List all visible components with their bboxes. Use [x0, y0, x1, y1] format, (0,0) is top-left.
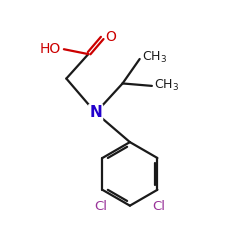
Text: Cl: Cl [95, 200, 108, 213]
Text: HO: HO [40, 42, 61, 56]
Text: N: N [89, 105, 102, 120]
Text: O: O [105, 30, 116, 44]
Text: CH$_3$: CH$_3$ [154, 78, 180, 94]
Text: CH$_3$: CH$_3$ [142, 50, 167, 65]
Text: Cl: Cl [152, 200, 165, 213]
